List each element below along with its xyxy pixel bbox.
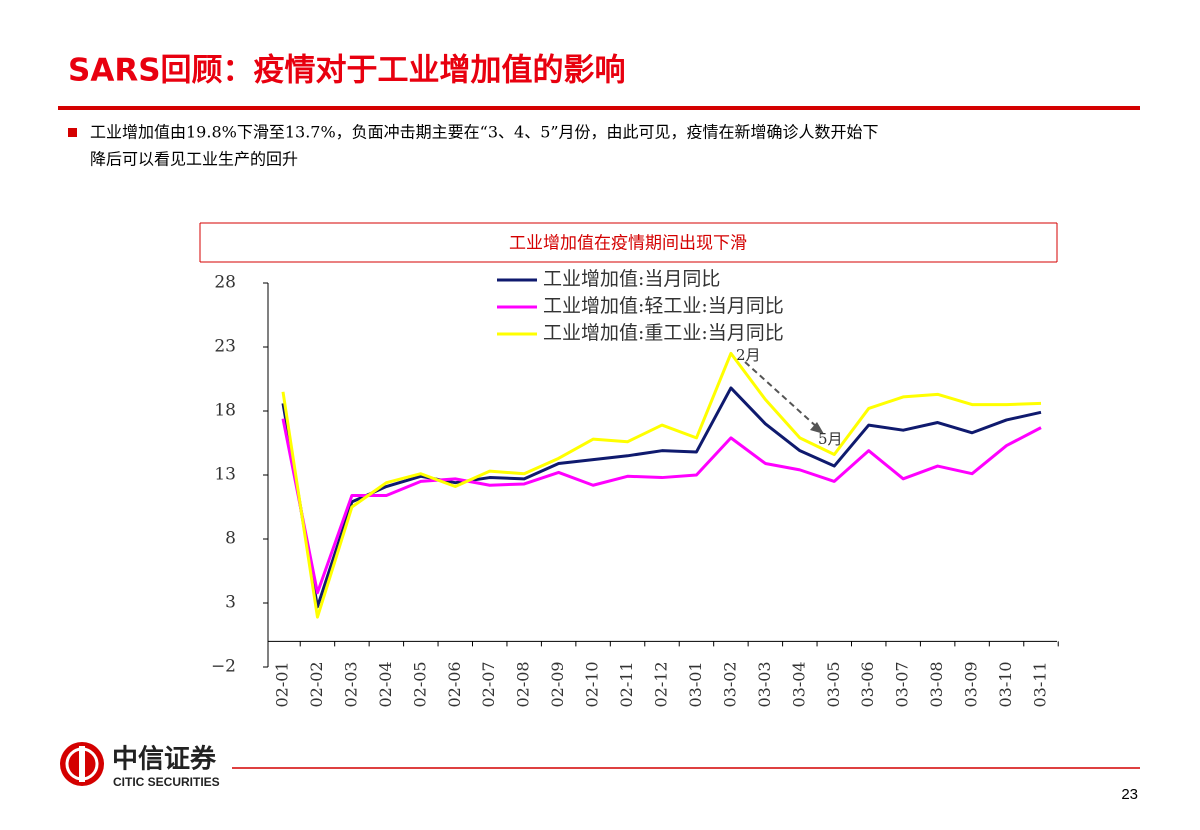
x-tick-label: 02-05	[410, 661, 429, 707]
y-tick-label: 28	[214, 273, 236, 293]
x-tick-label: 02-12	[652, 661, 671, 707]
x-tick-label: 03-01	[686, 661, 705, 707]
x-tick-label: 02-03	[341, 661, 360, 707]
logo-text-en: CITIC SECURITIES	[113, 775, 220, 789]
legend-label: 工业增加值:当月同比	[543, 268, 720, 290]
slide-title: SARS回顾：疫情对于工业增加值的影响	[68, 53, 626, 89]
y-tick-label: 13	[214, 465, 236, 485]
legend-label: 工业增加值:轻工业:当月同比	[543, 295, 784, 317]
x-tick-label: 03-11	[1031, 661, 1050, 707]
y-tick-label: 3	[225, 593, 236, 613]
bullet-marker	[68, 128, 77, 137]
y-tick-label: 23	[214, 337, 236, 357]
x-tick-label: 02-10	[583, 661, 602, 707]
series-line	[281, 351, 1042, 619]
x-tick-label: 03-07	[893, 661, 912, 707]
title-rule	[58, 106, 1140, 110]
series-line	[281, 386, 1042, 609]
y-tick-label: 18	[214, 401, 236, 421]
x-tick-label: 02-08	[514, 661, 533, 707]
x-tick-label: 02-04	[376, 661, 395, 707]
x-tick-label: 03-03	[755, 661, 774, 707]
x-tick-label: 03-06	[858, 661, 877, 707]
legend-label: 工业增加值:重工业:当月同比	[543, 322, 784, 344]
logo-text: 中信证券	[112, 745, 217, 775]
bullet-text: 降后可以看见工业生产的回升	[90, 150, 298, 169]
x-tick-label: 02-01	[273, 661, 292, 707]
annotation: 2月	[736, 346, 761, 364]
x-tick-label: 03-04	[789, 661, 808, 707]
logo-mark	[79, 746, 85, 782]
annotation: 5月	[818, 430, 843, 448]
page-number: 23	[1121, 786, 1138, 803]
x-tick-label: 02-06	[445, 661, 464, 707]
x-tick-label: 03-10	[996, 661, 1015, 707]
annotation-arrow	[744, 361, 819, 429]
y-tick-label: 8	[225, 529, 236, 549]
chart-title: 工业增加值在疫情期间出现下滑	[509, 234, 747, 254]
x-tick-label: 03-08	[927, 661, 946, 707]
x-tick-label: 03-09	[962, 661, 981, 707]
y-tick-label: −2	[211, 657, 236, 677]
annotation-arrowhead	[810, 422, 824, 434]
x-tick-label: 02-09	[548, 661, 567, 707]
series-line	[281, 418, 1042, 595]
x-tick-label: 02-07	[479, 661, 498, 707]
x-tick-label: 03-02	[720, 661, 739, 707]
x-tick-label: 03-05	[824, 661, 843, 707]
x-tick-label: 02-11	[617, 661, 636, 707]
bullet-text: 工业增加值由19.8%下滑至13.7%，负面冲击期主要在“3、4、5”月份，由此…	[90, 123, 879, 142]
x-tick-label: 02-02	[307, 661, 326, 707]
